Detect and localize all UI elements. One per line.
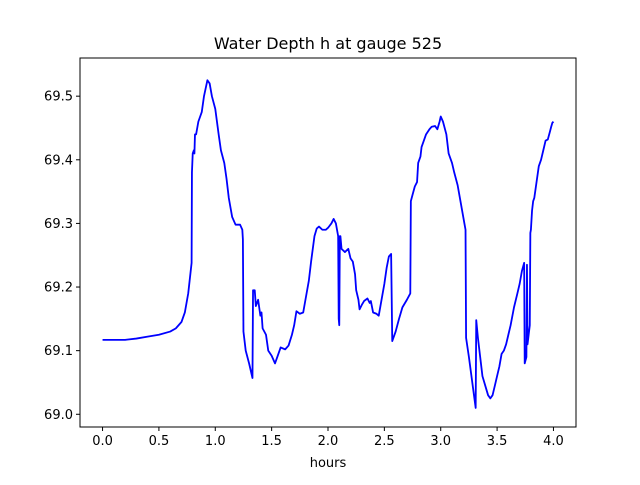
x-axis-label: hours xyxy=(310,456,347,471)
y-tick-label: 69.0 xyxy=(44,408,73,423)
y-tick-label: 69.5 xyxy=(44,90,73,105)
x-tick-label: 0.5 xyxy=(149,434,170,449)
x-axis-ticks: 0.0 0.5 1.0 1.5 2.0 2.5 3.0 3.5 4.0 xyxy=(92,427,564,449)
chart-title: Water Depth h at gauge 525 xyxy=(214,34,442,53)
x-tick-label: 3.0 xyxy=(430,434,451,449)
y-tick-label: 69.4 xyxy=(44,153,73,168)
series-line xyxy=(102,79,555,409)
x-tick-label: 1.5 xyxy=(261,434,282,449)
x-tick-label: 1.0 xyxy=(205,434,226,449)
x-tick-label: 2.5 xyxy=(374,434,395,449)
x-tick-label: 3.5 xyxy=(487,434,508,449)
x-tick-label: 2.0 xyxy=(318,434,339,449)
x-tick-label: 0.0 xyxy=(92,434,113,449)
y-tick-label: 69.1 xyxy=(44,344,73,359)
y-tick-label: 69.2 xyxy=(44,281,73,296)
y-axis-ticks: 69.0 69.1 69.2 69.3 69.4 69.5 xyxy=(44,90,80,423)
plot-area xyxy=(80,58,576,427)
plot-frame xyxy=(79,57,577,428)
x-tick-label: 4.0 xyxy=(543,434,564,449)
y-tick-label: 69.3 xyxy=(44,217,73,232)
